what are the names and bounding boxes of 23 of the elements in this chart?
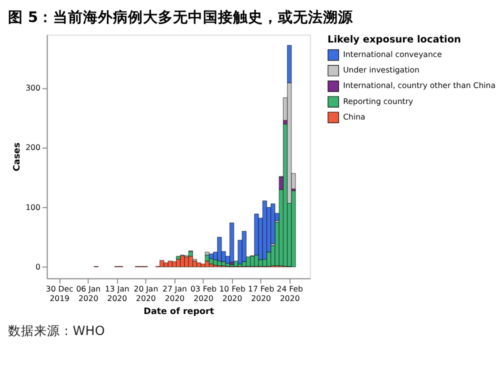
source-note: 数据来源：WHO: [8, 322, 105, 338]
x-tick-label: 30 Dec 2019: [46, 284, 74, 304]
x-tick-label: 13 Jan 2020: [104, 284, 130, 304]
x-tick-label: 06 Jan 2020: [76, 284, 101, 304]
x-tick-label: 17 Feb 2020: [248, 284, 274, 304]
legend-label: International conveyance: [343, 50, 442, 60]
legend-label: International, country other than China: [343, 81, 496, 90]
y-tick-label: 200: [26, 143, 40, 152]
x-tick-label: 24 Feb 2020: [276, 284, 304, 304]
x-tick-label: 20 Jan 2020: [134, 284, 158, 304]
legend-label: Under investigation: [343, 66, 420, 75]
x-tick-label: 10 Feb 2020: [219, 284, 246, 304]
chart-title: 图 5：当前海外病例大多无中国接触史，或无法溯源: [8, 8, 354, 26]
legend-label: Reporting country: [343, 96, 414, 106]
y-axis-title: Cases: [12, 142, 23, 172]
x-tick-label: 27 Jan 2020: [162, 284, 187, 304]
x-axis-title: Date of report: [144, 306, 214, 317]
legend-label: China: [343, 112, 366, 122]
y-tick-label: 300: [26, 84, 40, 93]
x-tick-label: 03 Feb 2020: [190, 284, 217, 304]
y-tick-label: 100: [26, 202, 40, 212]
legend-title: Likely exposure location: [327, 34, 462, 46]
y-tick-label: 0: [35, 262, 40, 272]
